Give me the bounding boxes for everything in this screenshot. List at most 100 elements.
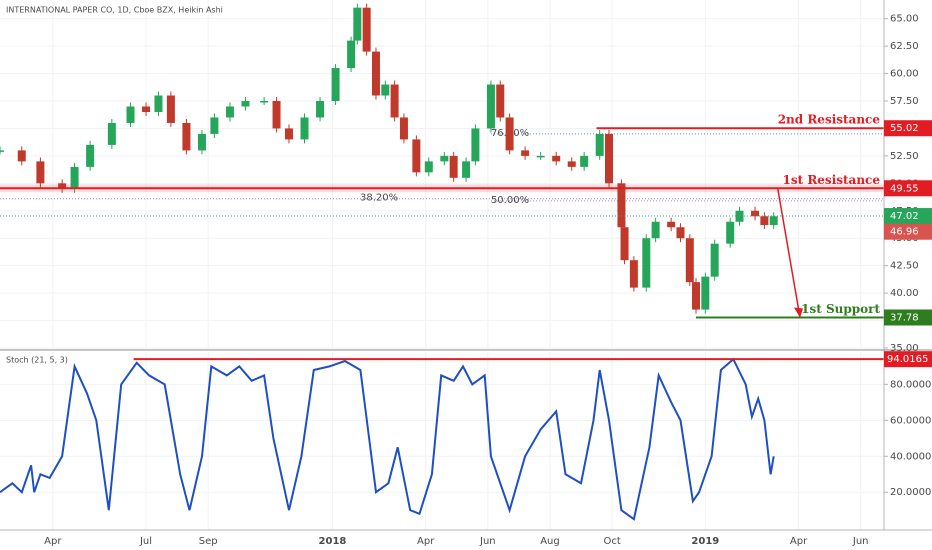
x-tick-label: Jul [139,536,152,547]
candle [552,155,561,162]
x-tick-label: Apr [417,536,435,547]
candle [710,243,719,277]
y-tick-label: 65.00 [890,14,919,25]
candle [241,100,250,107]
y-tick-label: 60.00 [890,69,919,80]
level-value: 55.02 [890,123,919,134]
candle [449,155,458,178]
y-tick-label: 42.50 [890,261,919,272]
candle [86,144,95,167]
candle [486,84,495,129]
projection-arrow [776,188,801,318]
candle [685,238,694,283]
candle [726,221,735,244]
y-tick-label: 40.0000 [890,451,931,462]
candle [701,276,710,310]
candle [769,216,778,226]
x-tick-label: Sep [199,536,218,547]
candle [300,117,309,140]
fib-label: 50.00% [491,195,529,206]
candle [272,100,281,129]
candle [371,51,380,96]
candle [651,221,660,239]
chart-title: INTERNATIONAL PAPER CO, 1D, Cboe BZX, He… [6,6,223,15]
y-tick-label: 80.0000 [890,379,931,390]
y-tick-label: 40.00 [890,288,919,299]
candle [353,7,362,41]
level-name: 2nd Resistance [778,113,881,127]
level-tag [884,309,932,326]
candle [107,122,116,145]
y-tick-label: 52.50 [890,151,919,162]
level-value: 49.55 [890,183,919,194]
candle [462,161,471,178]
candle [505,117,514,151]
stoch-tag [884,351,932,368]
candle [521,150,530,156]
indicator-title: Stoch (21, 5, 3) [6,356,68,365]
candle [347,40,356,69]
candle [316,100,325,118]
candle [58,183,67,189]
candle [692,282,701,310]
candle [595,133,604,156]
level-value: 37.78 [890,312,919,323]
y-tick-label: 57.50 [890,96,919,107]
candle [142,106,151,112]
candle [166,95,175,123]
candle [0,150,4,152]
x-tick-label: Jun [852,536,869,547]
x-tick-label: 2019 [691,536,719,547]
candle [36,161,45,184]
price-tag [884,223,932,240]
candle [182,122,191,151]
candle [471,128,480,162]
candle [362,7,371,52]
y-tick-label: 60.0000 [890,415,931,426]
x-tick-label: Oct [603,536,620,547]
y-tick-label: 62.50 [890,41,919,52]
candle [424,161,433,173]
level-tag [884,180,932,197]
price-tag [884,208,932,225]
candle [667,221,676,228]
candle [225,106,234,118]
x-tick-label: Jun [479,536,496,547]
candle [126,106,135,123]
candle [605,133,614,184]
candle [17,150,26,162]
candle [676,227,685,239]
candle [620,227,629,261]
fib-label: 38.20% [360,193,398,204]
candle [390,84,399,118]
candle [751,210,760,217]
x-tick-label: Apr [790,536,808,547]
candle [260,100,269,103]
level-name: 1st Resistance [783,173,881,187]
price-axis [884,0,932,550]
price-value: 46.96 [890,227,919,238]
candle [580,155,589,167]
x-tick-label: Aug [540,536,560,547]
candle [197,133,206,151]
x-tick-label: Apr [44,536,62,547]
y-tick-label: 35.00 [890,343,919,354]
candle [331,68,340,101]
candle [536,155,545,158]
candle [210,117,219,134]
arrow-head [794,307,803,318]
candle [440,155,449,162]
candle [567,161,576,167]
candle [70,166,79,189]
candle [760,216,769,226]
x-tick-label: 2018 [319,536,347,547]
candle [381,84,390,96]
candle [629,260,638,288]
level-name: 1st Support [801,302,880,316]
stoch-line [0,357,775,521]
candle [412,139,421,173]
price-value: 47.02 [890,211,919,222]
candle [642,238,651,288]
candle [284,128,293,140]
